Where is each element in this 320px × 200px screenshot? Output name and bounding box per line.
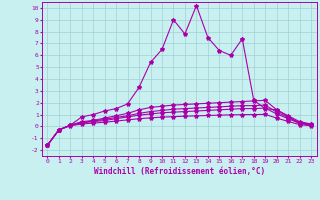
X-axis label: Windchill (Refroidissement éolien,°C): Windchill (Refroidissement éolien,°C) bbox=[94, 167, 265, 176]
